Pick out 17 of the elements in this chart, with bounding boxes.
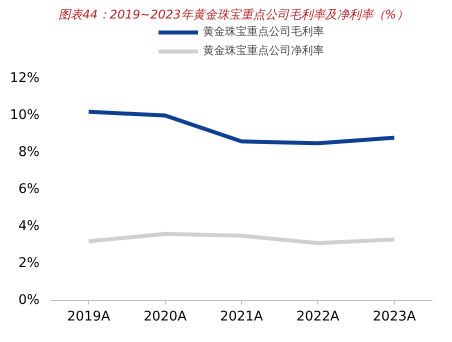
x-tick-label: 2023A [372,310,416,324]
chart-title: 图表44：2019~2023年黄金珠宝重点公司毛利率及净利率（%） [58,8,408,22]
x-tick-label: 2019A [67,310,110,324]
x-tick-label: 2021A [220,310,264,324]
legend-label: 黄金珠宝重点公司净利率 [203,43,324,58]
y-tick-label: 4% [18,219,40,234]
y-tick-label: 6% [18,182,40,197]
line-series [86,232,396,246]
y-tick-label: 2% [18,256,40,271]
y-tick-label: 0% [18,293,40,308]
line-series [86,110,396,146]
x-tick-label: 2022A [296,310,340,324]
y-tick-label: 12% [10,71,40,86]
y-tick-label: 8% [18,145,40,160]
legend-label: 黄金珠宝重点公司毛利率 [203,25,324,39]
x-tick-label: 2020A [144,310,187,324]
y-tick-label: 10% [10,108,40,123]
